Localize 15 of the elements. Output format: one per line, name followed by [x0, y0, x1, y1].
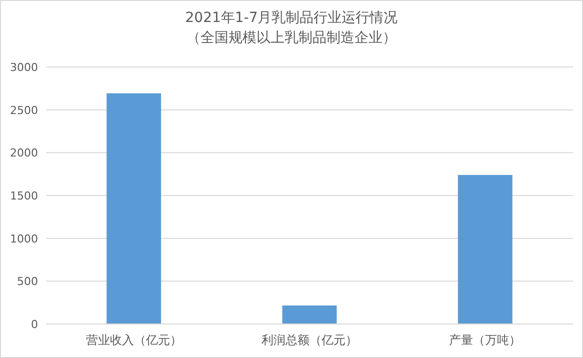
- y-tick-label: 1500: [10, 190, 38, 202]
- bar: [458, 174, 512, 324]
- x-tick-label: 产量（万吨）: [449, 333, 522, 347]
- y-tick-label: 1000: [10, 232, 38, 246]
- y-tick-label: 0: [31, 318, 38, 331]
- y-tick-label: 3000: [10, 61, 38, 74]
- x-tick-label: 营业收入（亿元）: [86, 333, 182, 347]
- x-tick-label: 利润总额（亿元）: [262, 333, 358, 347]
- bar: [106, 93, 162, 324]
- y-tick-label: 2500: [10, 104, 38, 117]
- bar: [282, 305, 337, 324]
- y-tick-label: 500: [17, 275, 38, 288]
- y-tick-label: 2000: [10, 146, 38, 160]
- chart-subtitle: （全国规模以上乳制品制造企业）: [186, 30, 396, 46]
- chart-title: 2021年1-7月乳制品行业运行情况: [185, 10, 398, 26]
